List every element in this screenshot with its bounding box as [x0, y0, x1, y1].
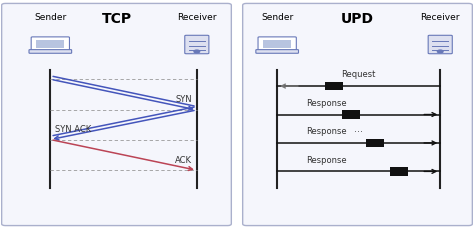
Circle shape: [194, 50, 200, 53]
Circle shape: [438, 50, 443, 53]
Text: Response: Response: [306, 99, 346, 108]
Text: Response: Response: [306, 127, 346, 136]
Bar: [325, 82, 343, 90]
Bar: [342, 110, 359, 119]
FancyBboxPatch shape: [258, 37, 296, 51]
Text: Response: Response: [306, 155, 346, 165]
FancyBboxPatch shape: [185, 35, 209, 54]
FancyBboxPatch shape: [1, 3, 231, 226]
Text: Sender: Sender: [261, 13, 293, 22]
Text: ACK: ACK: [175, 155, 192, 165]
FancyBboxPatch shape: [243, 3, 473, 226]
Text: Request: Request: [341, 70, 376, 79]
FancyBboxPatch shape: [256, 50, 299, 53]
Text: TCP: TCP: [101, 12, 132, 26]
Bar: [36, 40, 64, 48]
Bar: [263, 40, 292, 48]
Text: Receiver: Receiver: [420, 13, 460, 22]
FancyBboxPatch shape: [428, 35, 452, 54]
Bar: [366, 139, 384, 147]
Text: Sender: Sender: [34, 13, 66, 22]
FancyBboxPatch shape: [29, 50, 72, 53]
Text: SYN ACK: SYN ACK: [55, 125, 91, 134]
Text: UPD: UPD: [341, 12, 374, 26]
FancyBboxPatch shape: [31, 37, 70, 51]
Bar: [391, 167, 409, 176]
Text: SYN: SYN: [175, 95, 192, 104]
Text: ...: ...: [354, 124, 363, 134]
Text: Receiver: Receiver: [177, 13, 217, 22]
